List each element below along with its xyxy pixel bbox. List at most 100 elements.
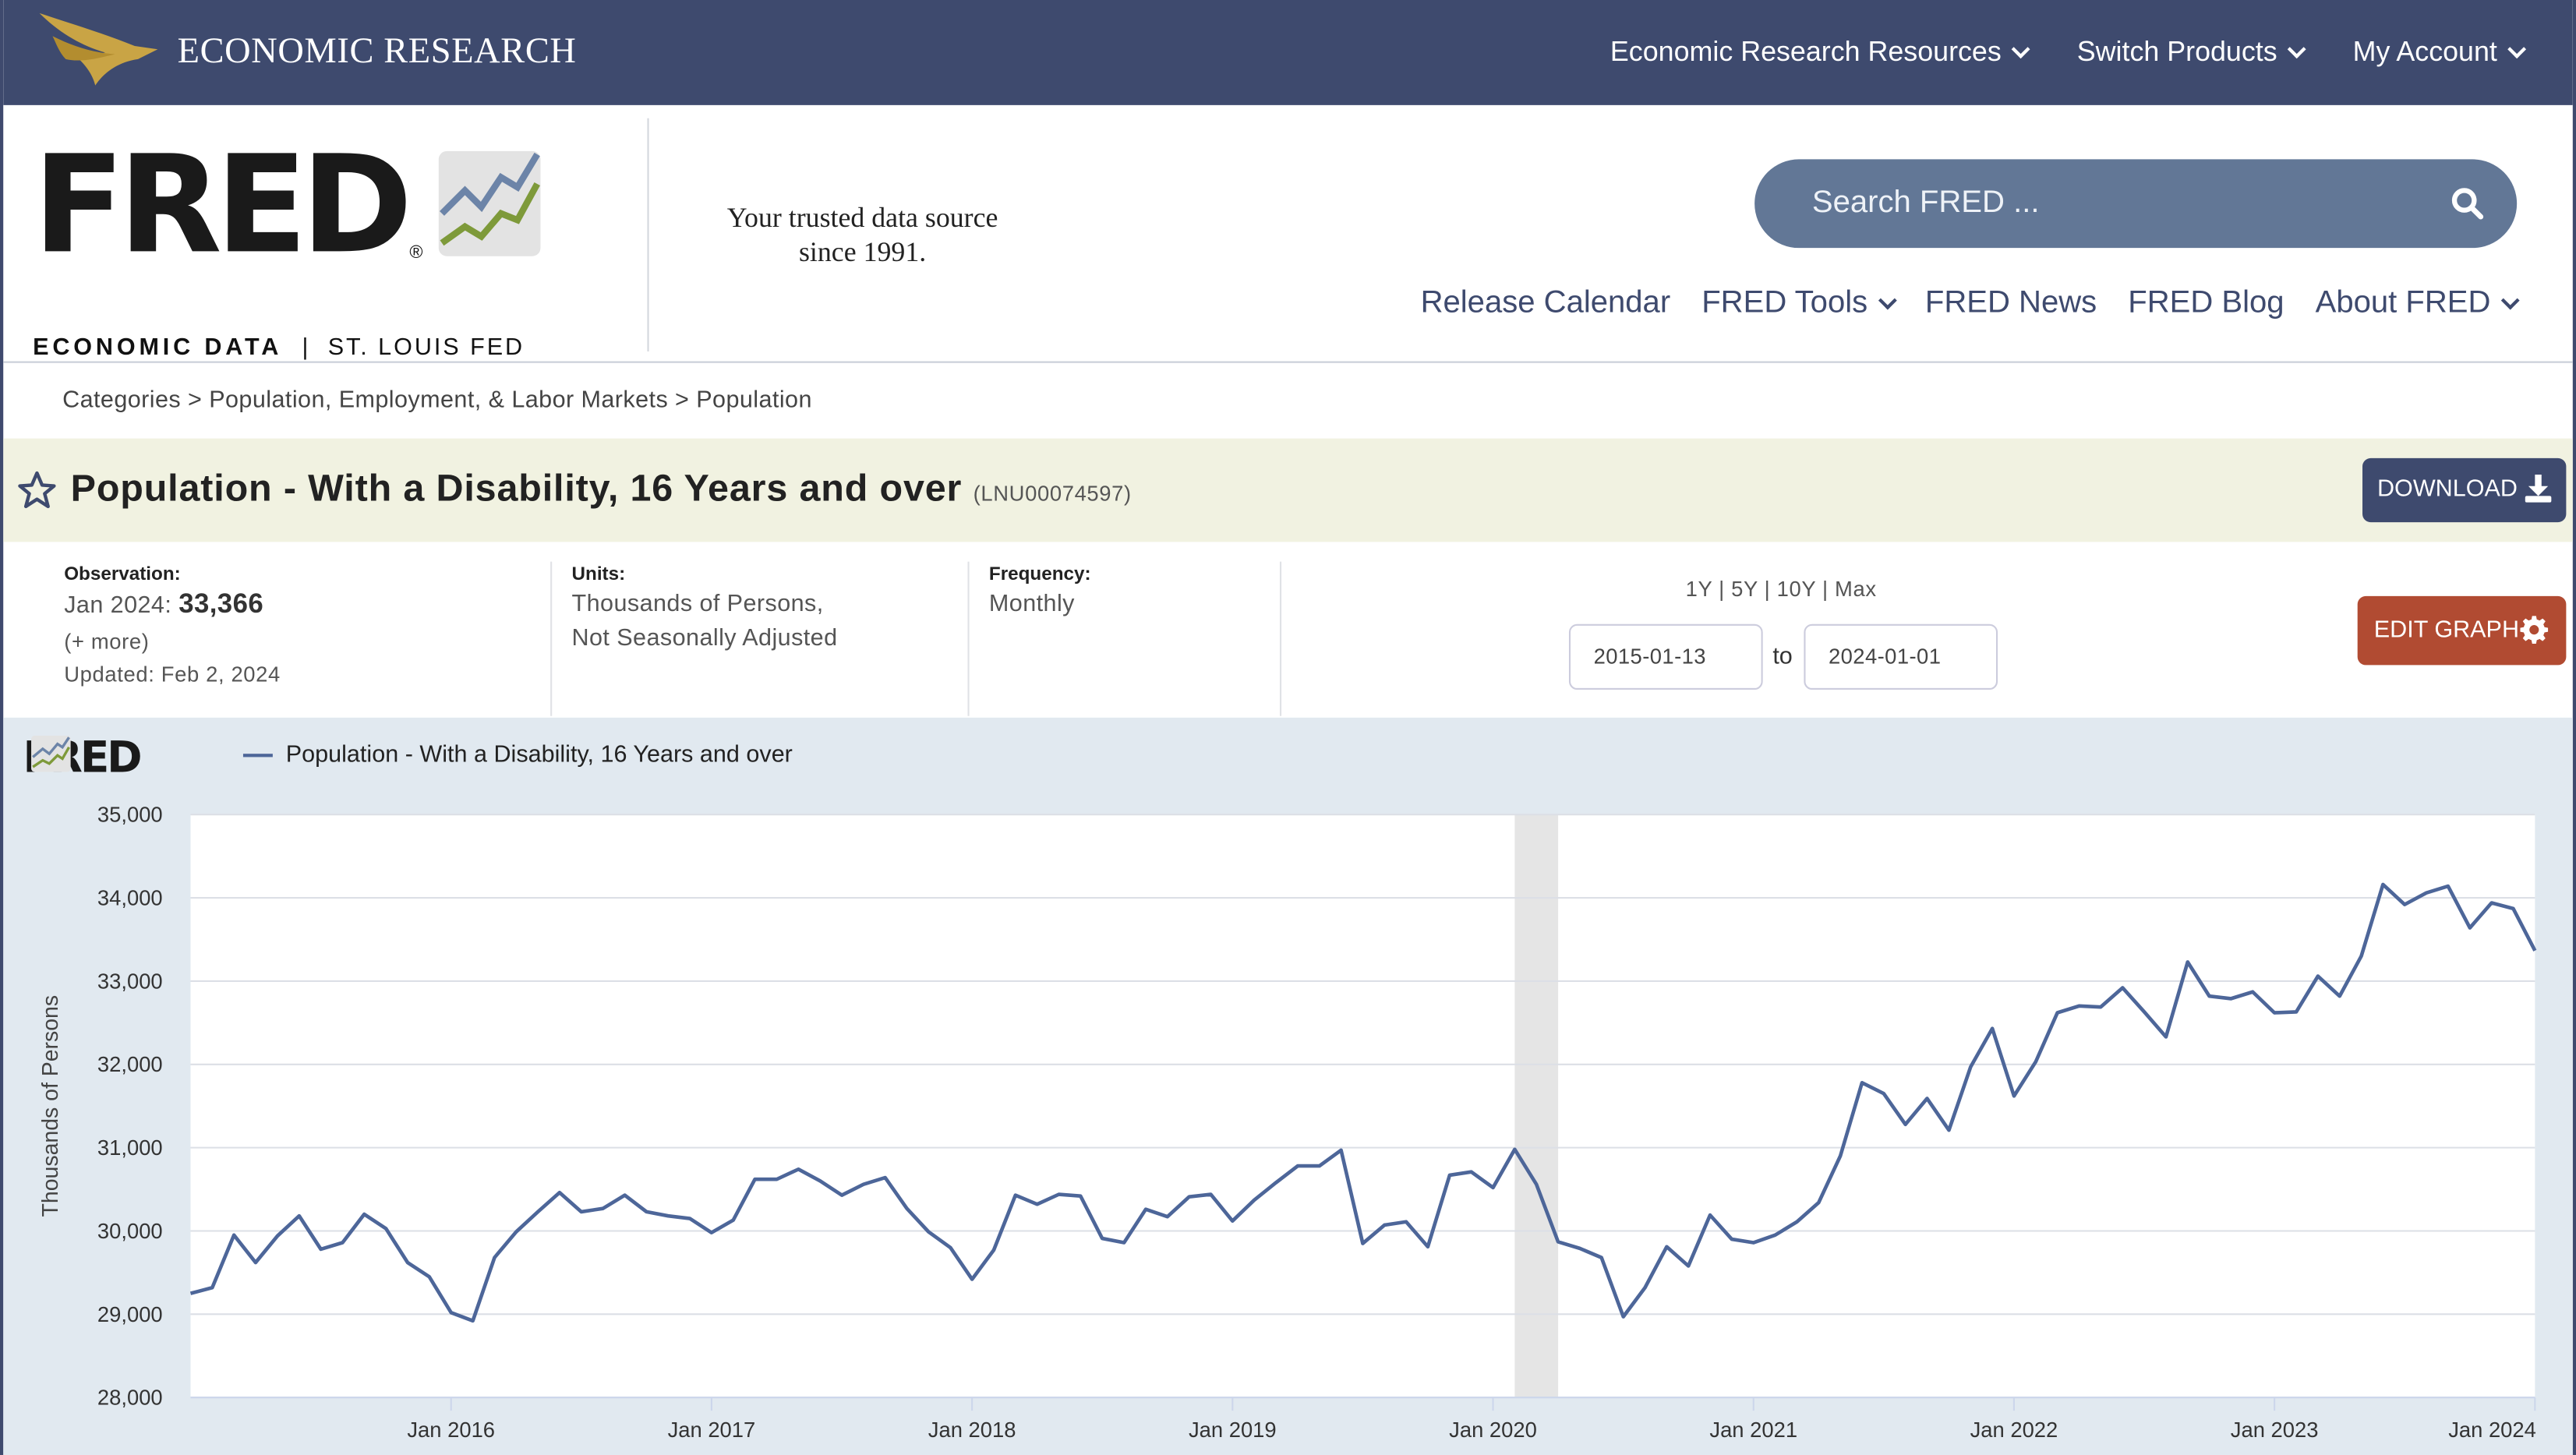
units-line-2: Not Seasonally Adjusted	[571, 625, 838, 652]
chart-logo-icon	[439, 150, 542, 256]
tagline: Your trusted data source since 1991.	[690, 200, 1035, 270]
registered-mark: ®	[409, 242, 423, 263]
header-divider	[647, 118, 649, 351]
series-title: Population - With a Disability, 16 Years…	[70, 466, 963, 510]
edit-graph-button[interactable]: EDIT GRAPH	[2357, 595, 2567, 666]
chevron-down-icon	[2500, 290, 2520, 309]
nav-label: FRED Blog	[2128, 285, 2284, 320]
download-icon	[2525, 474, 2552, 503]
nav-label: About FRED	[2315, 285, 2491, 320]
search-placeholder: Search FRED ...	[1811, 185, 2040, 221]
download-button[interactable]: DOWNLOAD	[2362, 457, 2567, 523]
y-tick-label: 32,000	[97, 1052, 163, 1076]
series-id: (LNU00074597)	[973, 481, 1132, 507]
units-block: Units: Thousands of Persons, Not Seasona…	[572, 562, 838, 716]
y-tick-label: 31,000	[97, 1135, 163, 1160]
meta-divider	[967, 561, 970, 716]
fred-logo-subtitle: ECONOMIC DATA | ST. LOUIS FED	[33, 335, 525, 362]
chart-area: FRED Population - With a Disability, 16 …	[3, 717, 2576, 1455]
x-tick-label: Jan 2022	[1970, 1418, 2058, 1442]
nav-fred-blog[interactable]: FRED Blog	[2128, 286, 2284, 322]
x-tick-label: Jan 2016	[407, 1418, 495, 1442]
x-tick-label: Jan 2023	[2231, 1418, 2319, 1442]
breadcrumb[interactable]: Categories > Population, Employment, & L…	[62, 387, 812, 415]
nav-fred-tools[interactable]: FRED Tools	[1701, 285, 1897, 322]
switch-products-menu[interactable]: Switch Products	[2076, 36, 2306, 69]
recession-band	[1514, 814, 1559, 1398]
menu-label: Switch Products	[2076, 36, 2277, 68]
date-to-label: to	[1772, 644, 1793, 670]
frequency-block: Frequency: Monthly	[989, 562, 1091, 716]
frequency-value: Monthly	[988, 591, 1075, 618]
economic-research-resources-menu[interactable]: Economic Research Resources	[1610, 36, 2031, 69]
units-label: Units:	[571, 564, 626, 585]
logo-separator: |	[302, 334, 309, 362]
my-account-menu[interactable]: My Account	[2352, 36, 2527, 69]
x-tick-label: Jan 2020	[1449, 1418, 1537, 1442]
observation-value: 33,366	[178, 589, 264, 620]
more-observations-link[interactable]: (+ more)	[64, 629, 150, 654]
end-date-input[interactable]: 2024-01-01	[1804, 623, 1998, 690]
updated-date: Updated: Feb 2, 2024	[64, 662, 281, 687]
menu-label: My Account	[2352, 36, 2497, 68]
edit-graph-label: EDIT GRAPH	[2373, 617, 2520, 645]
site-header: FRED ® ECONOMIC DATA | ST. LOUIS FED Your …	[3, 105, 2573, 363]
chevron-down-icon	[1878, 290, 1897, 309]
nav-label: FRED Tools	[1701, 285, 1868, 320]
start-date-input[interactable]: 2015-01-13	[1568, 623, 1763, 690]
observation-block: Observation: Jan 2024: 33,366 (+ more) U…	[64, 562, 281, 716]
chevron-down-icon	[2012, 39, 2031, 58]
meta-divider	[550, 561, 553, 716]
main-nav: Release Calendar FRED Tools FRED News FR…	[1390, 285, 2520, 322]
legend-label: Population - With a Disability, 16 Years…	[285, 742, 793, 769]
date-range-shortcuts[interactable]: 1Y | 5Y | 10Y | Max	[1685, 576, 1877, 602]
units-line-1: Thousands of Persons,	[571, 591, 824, 618]
tagline-line-2: since 1991.	[798, 236, 927, 268]
page-title: Population - With a Disability, 16 Years…	[71, 466, 1132, 510]
nav-release-calendar[interactable]: Release Calendar	[1421, 286, 1671, 322]
chevron-down-icon	[2288, 39, 2306, 58]
top-nav: Economic Research Resources Switch Produ…	[1610, 0, 2573, 105]
x-tick-label: Jan 2018	[928, 1418, 1016, 1442]
nav-about-fred[interactable]: About FRED	[2315, 285, 2520, 322]
star-icon[interactable]	[16, 470, 58, 511]
download-label: DOWNLOAD	[2376, 476, 2518, 503]
y-axis-label: Thousands of Persons	[38, 995, 63, 1217]
economic-research-logo[interactable]: ECONOMIC RESEARCH	[36, 10, 576, 89]
chart-logo-icon	[31, 736, 71, 772]
observation-label: Observation:	[64, 564, 181, 585]
series-metadata: Observation: Jan 2024: 33,366 (+ more) U…	[3, 542, 2573, 717]
legend-swatch	[242, 754, 273, 758]
y-tick-label: 33,000	[97, 969, 163, 993]
frequency-label: Frequency:	[988, 564, 1091, 585]
y-tick-label: 29,000	[97, 1302, 163, 1326]
x-tick-label: Jan 2017	[668, 1418, 756, 1442]
top-bar: ECONOMIC RESEARCH Economic Research Reso…	[3, 0, 2573, 105]
y-tick-label: 30,000	[97, 1219, 163, 1243]
eagle-icon	[39, 12, 158, 86]
search-input[interactable]: Search FRED ...	[1754, 159, 2518, 249]
nav-label: Release Calendar	[1420, 285, 1671, 320]
economic-research-brand: ECONOMIC RESEARCH	[177, 29, 577, 71]
line-chart[interactable]: 28,000 29,000 30,000 31,000 32,000 33,000 34,0…	[3, 718, 2576, 1455]
x-tick-label: Jan 2019	[1189, 1418, 1277, 1442]
x-tick-label: Jan 2024	[2448, 1418, 2536, 1442]
logo-economic-data: ECONOMIC DATA	[33, 334, 283, 362]
series-title-band: Population - With a Disability, 16 Years…	[3, 438, 2573, 542]
y-tick-label: 28,000	[97, 1386, 163, 1410]
nav-fred-news[interactable]: FRED News	[1925, 286, 2097, 322]
search-icon[interactable]	[2451, 187, 2484, 220]
observation-value-line: Jan 2024: 33,366	[64, 588, 281, 623]
fred-logo[interactable]: FRED ® ECONOMIC DATA | ST. LOUIS FED	[33, 139, 544, 362]
chevron-down-icon	[2507, 39, 2527, 58]
x-tick-label: Jan 2021	[1709, 1418, 1797, 1442]
y-tick-label: 34,000	[97, 886, 163, 910]
meta-divider	[1279, 561, 1282, 716]
gear-icon	[2520, 616, 2549, 645]
tagline-line-1: Your trusted data source	[726, 202, 998, 234]
menu-label: Economic Research Resources	[1610, 36, 2002, 68]
chart-fred-logo: FRED	[23, 734, 143, 783]
observation-date: Jan 2024:	[64, 592, 172, 620]
chart-legend[interactable]: Population - With a Disability, 16 Years…	[242, 742, 793, 769]
nav-label: FRED News	[1924, 285, 2097, 320]
